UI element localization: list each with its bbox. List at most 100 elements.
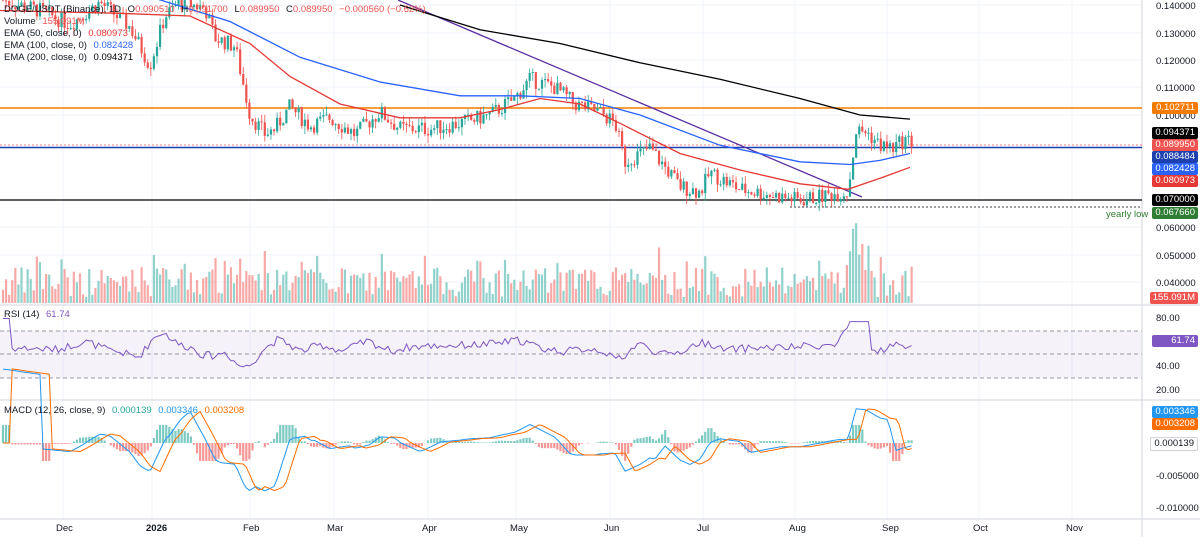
macd-hist-bar <box>547 443 550 449</box>
macd-hist-bar <box>682 443 685 451</box>
volume-bar <box>106 275 109 303</box>
ema200-label: EMA (200, close, 0) <box>4 52 87 63</box>
macd-hist-bar <box>26 443 29 445</box>
volume-bar <box>719 291 722 303</box>
candle-body <box>399 121 402 128</box>
volume-legend-row[interactable]: Volume 155.091M <box>4 16 430 28</box>
macd-hist-bar <box>155 429 159 443</box>
candle-body <box>60 12 63 28</box>
ema200-legend-row[interactable]: EMA (200, close, 0) 0.094371 <box>4 52 430 64</box>
candle-body <box>577 101 581 111</box>
candle-body <box>103 3 106 7</box>
volume-bar <box>319 272 322 303</box>
volume-bar <box>756 287 759 303</box>
candle-body <box>125 13 128 29</box>
macd-hist-bar <box>701 435 704 443</box>
symbol-title[interactable]: DOGE/USDT (Binance), 1D <box>4 4 122 15</box>
symbol-legend-row[interactable]: DOGE/USDT (Binance), 1D O0.090510 H0.091… <box>4 4 430 16</box>
volume-bar <box>460 282 464 303</box>
macd-hist-bar <box>54 443 57 444</box>
macd-hist-bar <box>753 443 756 449</box>
candle-body <box>309 127 313 130</box>
candle-body <box>328 114 331 120</box>
macd-hist-bar <box>562 443 565 454</box>
rsi-legend[interactable]: RSI (14) 61.74 <box>4 309 74 321</box>
macd-hist-bar <box>365 440 368 443</box>
macd-hist-bar <box>217 443 220 459</box>
volume-bar <box>470 270 473 303</box>
candle-body <box>892 143 895 152</box>
volume-bar <box>202 278 205 303</box>
volume-bar <box>885 295 889 303</box>
macd-hist-bar <box>599 441 602 443</box>
candle-body <box>648 143 651 150</box>
candle-body <box>793 192 796 202</box>
candle-body <box>168 7 171 18</box>
candle-body <box>285 109 288 124</box>
macd-hist-bar <box>94 436 97 443</box>
candle-body <box>876 138 879 140</box>
candle-body <box>128 26 131 29</box>
macd-hist-bar <box>38 443 42 445</box>
macd-hist-bar <box>140 443 143 456</box>
price-axis[interactable]: 0.140000 0.130000 0.120000 0.110000 0.10… <box>1156 1 1199 514</box>
volume-bar <box>642 284 645 303</box>
descending-trendline[interactable] <box>397 0 863 198</box>
volume-bar <box>910 266 913 303</box>
candle-body <box>510 97 513 101</box>
candle-body <box>624 146 627 167</box>
macd-hist-bar <box>162 425 165 443</box>
candle-body <box>448 129 451 133</box>
volume-bar <box>399 281 402 303</box>
volume-bar <box>152 255 156 303</box>
macd-hist-bar <box>328 443 331 449</box>
volume-bar <box>697 290 701 303</box>
volume-bar <box>189 272 192 303</box>
candle-body <box>423 122 427 134</box>
macd-hist-bar <box>4 425 8 443</box>
volume-bar <box>685 261 688 303</box>
macd-hist-bar <box>463 441 467 443</box>
candle-body <box>611 113 614 121</box>
candle-body <box>340 129 343 133</box>
macd-hist-bar <box>115 443 119 450</box>
macd-hist-bar <box>72 441 75 443</box>
macd-hist-bar <box>411 443 414 448</box>
candle-body <box>664 161 667 167</box>
volume-bar <box>17 284 20 303</box>
macd-hist-bar <box>867 443 870 446</box>
volume-bar <box>704 256 707 303</box>
main-legend[interactable]: DOGE/USDT (Binance), 1D O0.090510 H0.091… <box>4 4 430 64</box>
volume-bar <box>232 283 236 303</box>
volume-bar <box>879 257 882 303</box>
volume-bar <box>103 283 106 303</box>
volume-bar <box>211 269 214 303</box>
macd-hist-bar <box>587 443 590 444</box>
candle-body <box>768 195 772 197</box>
volume-bar <box>97 280 100 303</box>
candle-body <box>704 173 707 194</box>
volume-bar <box>744 268 747 303</box>
volume-bar <box>528 289 531 303</box>
candle-body <box>155 46 159 57</box>
volume-bar <box>380 254 383 303</box>
candle-body <box>620 131 624 147</box>
macd-hist-bar <box>466 441 470 443</box>
candle-body <box>676 173 679 179</box>
volume-bar <box>328 289 331 303</box>
ema100-legend-row[interactable]: EMA (100, close, 0) 0.082428 <box>4 40 430 52</box>
candle-body <box>503 99 507 114</box>
candle-body <box>759 188 762 200</box>
candle-body <box>756 188 759 196</box>
macd-hist-bar <box>131 443 134 453</box>
candle-body <box>57 19 60 28</box>
macd-legend[interactable]: MACD (12, 26, close, 9) 0.000139 0.00334… <box>4 405 248 417</box>
volume-bar <box>353 274 356 303</box>
volume-bar <box>614 267 618 303</box>
volume-bar <box>556 263 559 303</box>
time-axis[interactable]: Dec 2026 Feb Mar Apr May Jun Jul Aug Sep… <box>56 523 1083 534</box>
ema50-legend-row[interactable]: EMA (50, close, 0) 0.080973 <box>4 28 430 40</box>
candlesticks <box>1 0 913 212</box>
candle-body <box>488 111 491 115</box>
